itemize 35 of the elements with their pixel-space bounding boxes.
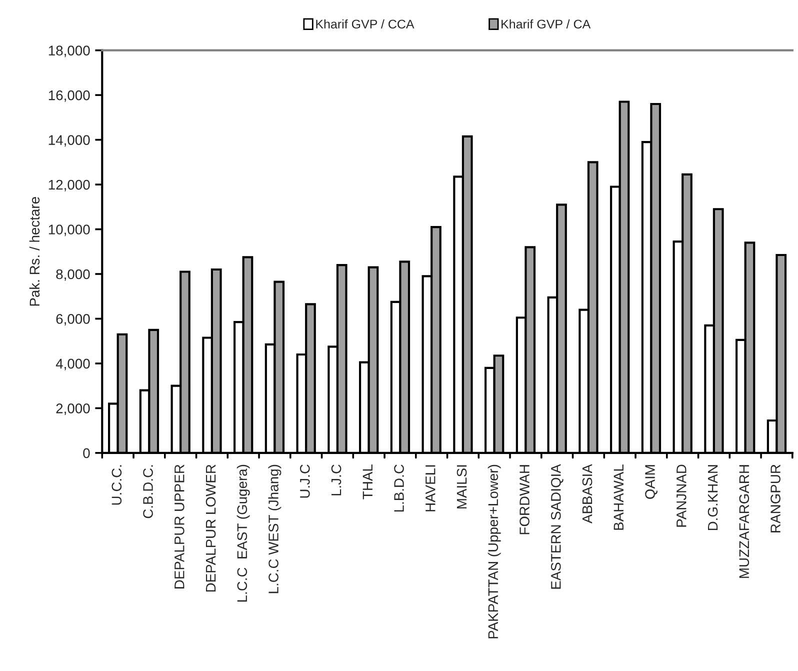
y-axis-title: Pak. Rs. / hectare (29, 197, 40, 306)
y-tick-label: 12,000 (48, 180, 90, 192)
x-tick-label: DEPALPUR LOWER (206, 464, 216, 592)
legend-label: Kharif GVP / CA (502, 19, 591, 29)
y-tick-label: 4,000 (56, 358, 90, 370)
x-tick-label: THAL (362, 464, 372, 500)
x-tick-label: L.J.C (331, 464, 342, 496)
x-tick-label: ABBASIA (582, 464, 592, 524)
x-tick-label: L.C.C EAST (Gugera) (236, 464, 250, 602)
x-tick-label: EASTERN SADIQIA (550, 464, 564, 589)
x-tick-label: BAHAWAL (614, 464, 624, 530)
x-tick-label: MUZZAFARGARH (739, 465, 750, 578)
y-tick-label: 8,000 (56, 269, 90, 281)
x-tick-label: DEPALPUR UPPER (174, 464, 184, 588)
y-tick-label: 16,000 (48, 90, 90, 102)
x-tick-label: QAIM (645, 465, 658, 499)
x-tick-label: L.B.D.C (394, 464, 404, 512)
y-tick-label: 10,000 (48, 224, 90, 236)
y-tick-label: 2,000 (56, 404, 90, 415)
x-tick-label: MAILSI (456, 465, 467, 508)
y-tick-label: 18,000 (48, 46, 90, 58)
x-tick-label: FORDWAH (520, 465, 530, 534)
y-tick-label: 0 (83, 448, 90, 458)
x-tick-label: U.C.C. (112, 465, 122, 505)
x-tick-label: PANJNAD (676, 464, 686, 527)
legend-label: Kharif GVP / CCA (316, 19, 414, 29)
x-tick-label: C.B.D.C. (143, 465, 153, 518)
x-tick-label: U.J.C (300, 464, 310, 498)
x-tick-label: RANGPUR (770, 464, 780, 532)
x-tick-label: L.C.C WEST (Jhang) (268, 464, 282, 594)
y-tick-label: 14,000 (48, 135, 90, 147)
x-tick-label: PAKPATTAN (Upper+Lower) (488, 464, 501, 638)
x-tick-label: HAVELI (426, 465, 436, 512)
y-tick-label: 6,000 (56, 314, 90, 326)
x-tick-label: D.G.KHAN (708, 465, 718, 530)
